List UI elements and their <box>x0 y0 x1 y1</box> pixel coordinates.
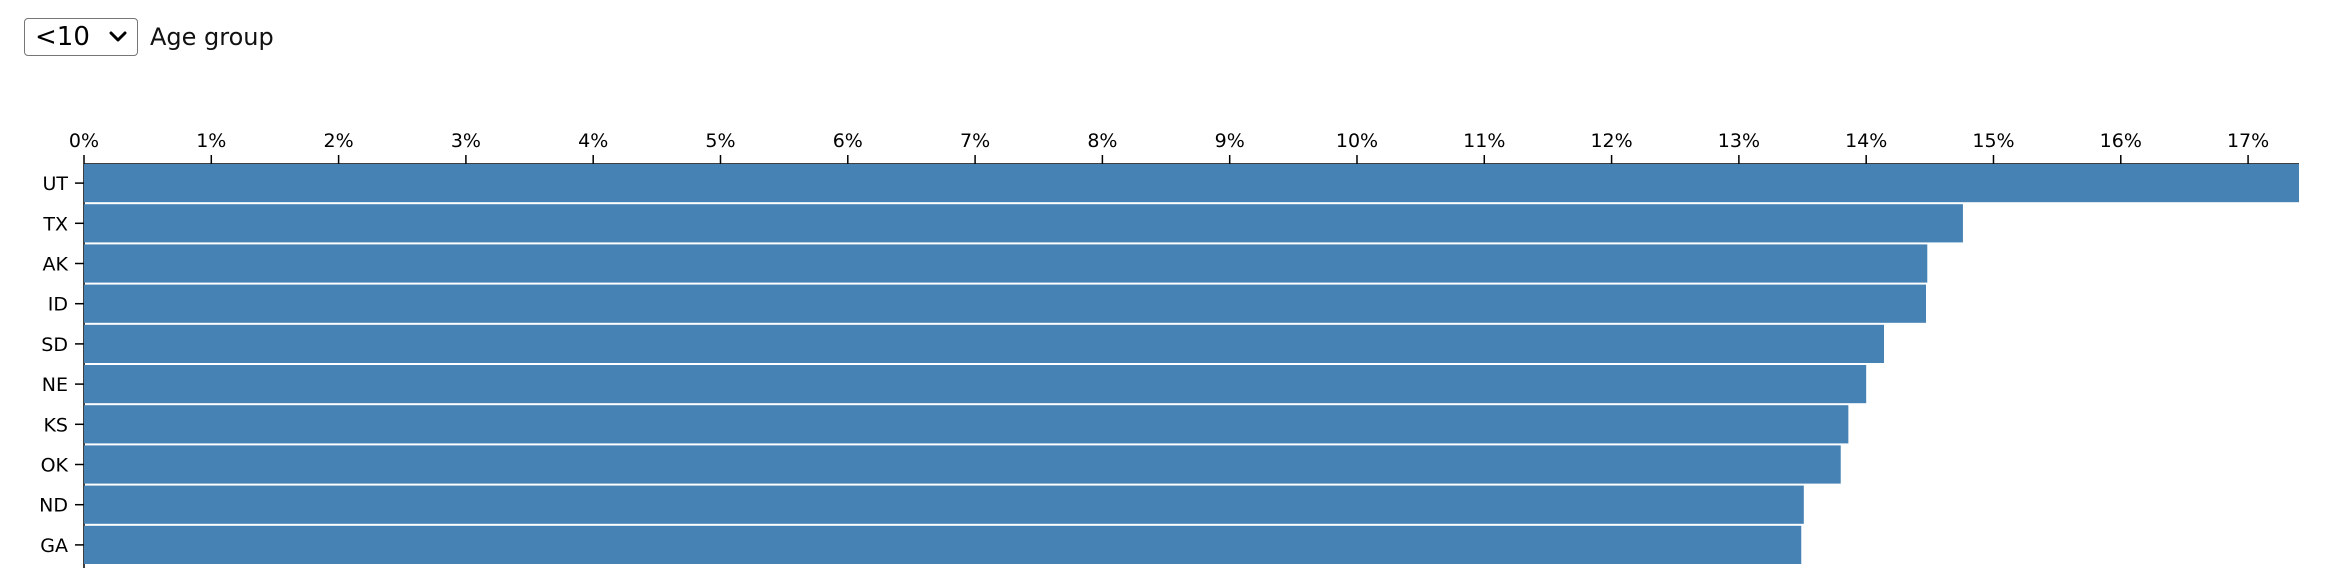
bar-ok <box>84 445 1841 484</box>
y-tick-label: NE <box>42 374 68 396</box>
bar-tx <box>84 204 1963 243</box>
x-tick-label: 2% <box>324 130 354 152</box>
bar-ga <box>84 525 1802 564</box>
x-tick-label: 15% <box>1972 130 2014 152</box>
x-tick-label: 11% <box>1463 130 1505 152</box>
x-tick-label: 16% <box>2100 130 2142 152</box>
x-tick-label: 1% <box>196 130 226 152</box>
y-tick-label: UT <box>42 173 68 195</box>
y-tick-label: TX <box>42 213 68 235</box>
x-tick-label: 0% <box>69 130 99 152</box>
age-group-select[interactable]: <10 <box>24 18 138 56</box>
bar-nd <box>84 485 1804 524</box>
bar-id <box>84 284 1927 323</box>
age-group-label: Age group <box>150 23 274 51</box>
x-tick-label: 14% <box>1845 130 1887 152</box>
y-tick-label: GA <box>40 535 68 557</box>
y-tick-label: SD <box>41 334 68 356</box>
bar-ak <box>84 244 1928 283</box>
x-tick-label: 8% <box>1087 130 1117 152</box>
y-axis: UT TX AK ID SD NE KS OK ND GA <box>39 164 85 568</box>
chevron-down-icon <box>109 31 127 42</box>
bar-ut <box>84 164 2299 203</box>
x-axis: 0% 1% 2% 3% 4% 5% 6% 7% 8% 9% 10% 11% 12% 13% 14% 15% 16… <box>69 130 2299 165</box>
y-tick-label: ND <box>39 495 68 517</box>
y-tick-label: AK <box>43 254 69 276</box>
x-tick-label: 9% <box>1215 130 1245 152</box>
bar-ks <box>84 405 1849 444</box>
bars <box>84 164 2299 564</box>
y-tick-label: KS <box>43 414 68 436</box>
x-tick-label: 5% <box>705 130 735 152</box>
x-tick-label: 6% <box>833 130 863 152</box>
x-tick-label: 3% <box>451 130 481 152</box>
x-tick-label: 7% <box>960 130 990 152</box>
x-tick-label: 4% <box>578 130 608 152</box>
bar-sd <box>84 324 1885 363</box>
x-tick-label: 13% <box>1718 130 1760 152</box>
x-tick-label: 12% <box>1590 130 1632 152</box>
age-group-select-value: <10 <box>35 22 90 52</box>
x-tick-label: 10% <box>1336 130 1378 152</box>
bar-ne <box>84 365 1867 404</box>
y-tick-label: OK <box>41 455 69 477</box>
controls-bar: <10 Age group <box>24 18 274 56</box>
y-tick-label: ID <box>48 294 68 316</box>
x-tick-label: 17% <box>2227 130 2269 152</box>
